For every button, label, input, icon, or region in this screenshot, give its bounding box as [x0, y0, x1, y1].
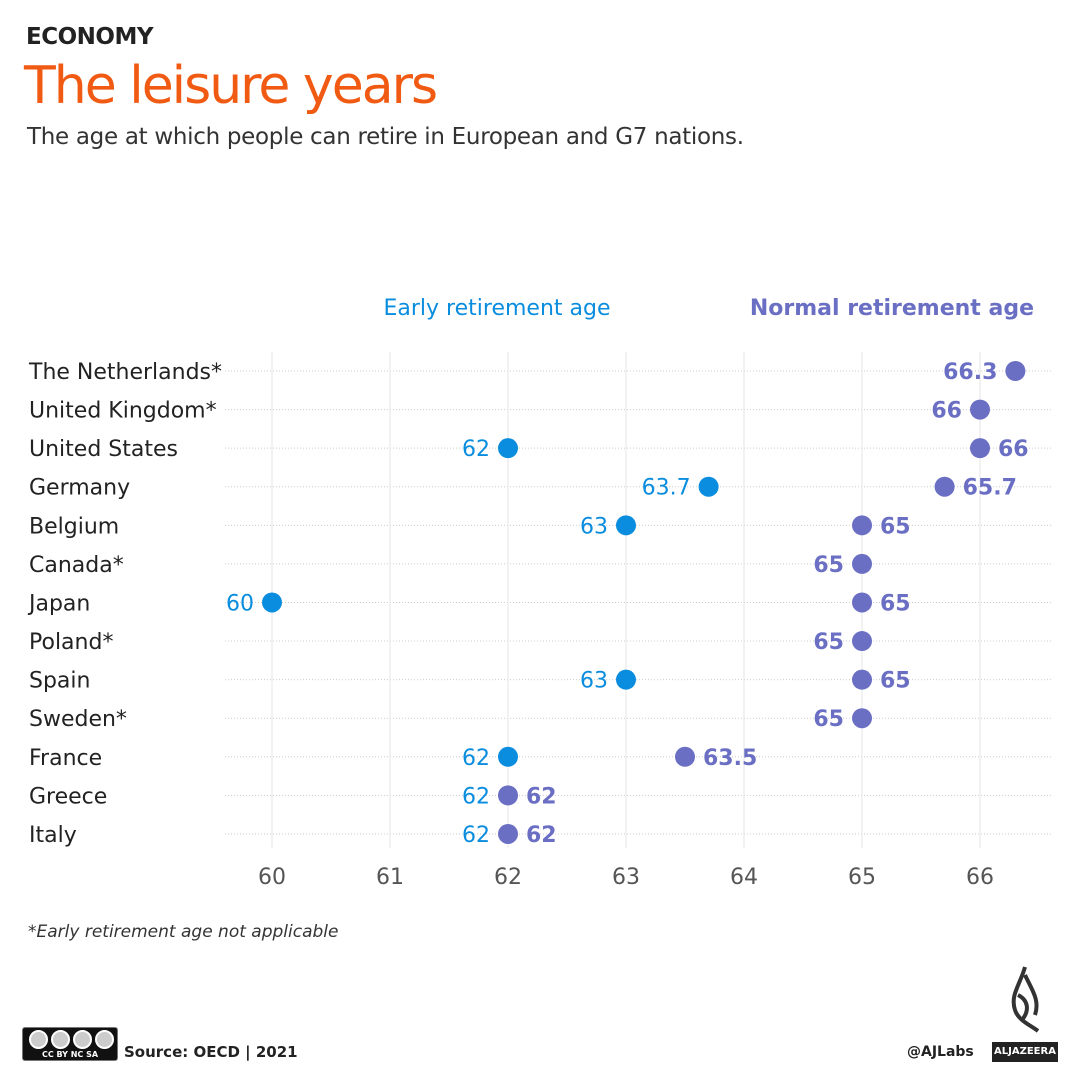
cc-license-icon: CC BY NC SA	[22, 1027, 118, 1061]
country-label: Greece	[29, 784, 107, 809]
country-label: Spain	[29, 669, 90, 694]
nc-circle-icon	[73, 1030, 92, 1049]
normal-dot	[934, 476, 955, 497]
country-label: France	[29, 746, 102, 771]
by-circle-icon	[51, 1030, 70, 1049]
normal-dot	[852, 669, 872, 690]
normal-value-label: 65	[813, 707, 844, 732]
early-dot	[498, 438, 518, 459]
kicker: ECONOMY	[26, 24, 154, 50]
normal-dot	[970, 399, 990, 420]
normal-value-label: 65.7	[963, 476, 1017, 501]
country-label: Canada*	[29, 553, 124, 578]
country-label: The Netherlands*	[28, 360, 222, 385]
x-tick-label: 66	[966, 865, 994, 890]
early-value-label: 60	[226, 591, 254, 616]
x-tick-label: 60	[258, 865, 286, 890]
early-value-label: 62	[462, 437, 490, 462]
country-label: Poland*	[29, 630, 113, 655]
early-dot	[498, 746, 518, 767]
early-dot	[616, 669, 636, 690]
source: Source: OECD | 2021	[124, 1043, 298, 1061]
early-value-label: 62	[462, 823, 490, 848]
x-tick-label: 62	[494, 865, 522, 890]
x-tick-label: 65	[848, 865, 876, 890]
country-label: Italy	[29, 823, 77, 848]
country-label: Belgium	[29, 514, 119, 539]
early-value-label: 63	[580, 669, 608, 694]
normal-dot	[852, 515, 872, 536]
sa-circle-icon	[95, 1030, 114, 1049]
normal-dot	[1005, 361, 1026, 381]
x-tick-label: 64	[730, 865, 758, 890]
normal-dot	[852, 592, 872, 613]
normal-value-label: 65	[880, 669, 911, 694]
normal-value-label: 63.5	[703, 746, 757, 771]
legend-normal: Normal retirement age	[750, 296, 1034, 321]
normal-dot	[852, 553, 872, 574]
normal-value-label: 66	[998, 437, 1029, 462]
early-dot	[262, 592, 282, 613]
early-value-label: 63	[580, 514, 608, 539]
footnote: *Early retirement age not applicable	[28, 922, 339, 942]
aljazeera-logo-icon	[1011, 966, 1040, 1033]
brand-wordmark: ALJAZEERA	[992, 1042, 1058, 1062]
early-dot	[698, 476, 719, 497]
early-dot	[616, 515, 636, 536]
x-tick-label: 61	[376, 865, 404, 890]
license-text: CC BY NC SA	[41, 1050, 99, 1059]
country-label: United States	[29, 437, 178, 462]
normal-dot	[970, 438, 990, 459]
normal-dot	[675, 746, 695, 767]
normal-value-label: 65	[813, 630, 844, 655]
country-label: Germany	[29, 476, 130, 501]
normal-value-label: 66.3	[943, 360, 997, 385]
normal-value-label: 66	[931, 399, 962, 424]
normal-value-label: 62	[526, 784, 557, 809]
x-tick-label: 63	[612, 865, 640, 890]
normal-value-label: 65	[880, 591, 911, 616]
handle: @AJLabs	[907, 1044, 974, 1060]
normal-value-label: 62	[526, 823, 557, 848]
country-label: Sweden*	[29, 707, 127, 732]
early-value-label: 62	[462, 746, 490, 771]
early-value-label: 63.7	[642, 476, 691, 501]
normal-value-label: 65	[880, 514, 911, 539]
normal-dot	[498, 823, 518, 844]
cc-circle-icon	[29, 1030, 48, 1049]
chart-subtitle: The age at which people can retire in Eu…	[27, 124, 744, 150]
chart-title: The leisure years	[24, 56, 438, 116]
country-label: Japan	[27, 591, 90, 616]
normal-dot	[852, 708, 872, 729]
early-value-label: 62	[462, 784, 490, 809]
normal-dot	[498, 785, 518, 806]
legend-early: Early retirement age	[384, 296, 611, 321]
country-label: United Kingdom*	[29, 399, 217, 424]
normal-value-label: 65	[813, 553, 844, 578]
normal-dot	[852, 631, 872, 652]
